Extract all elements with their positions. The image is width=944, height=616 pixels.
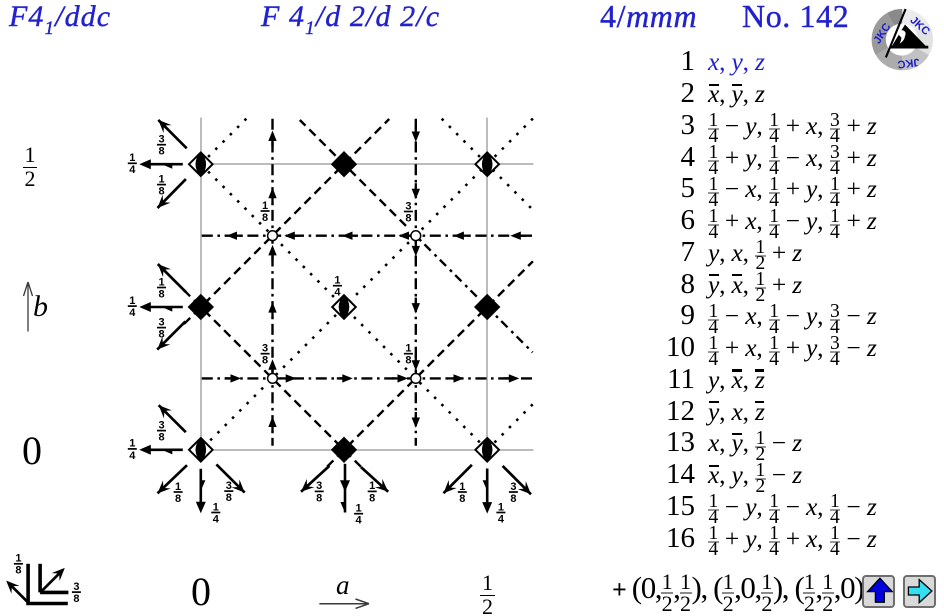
- svg-text:1: 1: [213, 501, 219, 513]
- svg-text:8: 8: [15, 565, 21, 577]
- svg-text:1: 1: [158, 276, 164, 288]
- svg-text:JKC: JKC: [897, 56, 920, 71]
- svg-text:1: 1: [175, 481, 181, 493]
- svg-text:3: 3: [316, 480, 322, 492]
- svg-text:8: 8: [226, 492, 232, 504]
- svg-text:3: 3: [158, 316, 164, 328]
- svg-text:1: 1: [262, 200, 268, 212]
- svg-text:1: 1: [15, 553, 21, 565]
- svg-text:1: 1: [129, 438, 135, 450]
- svg-text:8: 8: [369, 492, 375, 504]
- svg-text:4: 4: [129, 450, 136, 462]
- svg-text:3: 3: [73, 581, 79, 593]
- svg-text:1: 1: [356, 503, 362, 515]
- svg-text:3: 3: [158, 419, 164, 431]
- svg-text:3: 3: [405, 200, 411, 212]
- svg-text:8: 8: [158, 146, 164, 158]
- svg-text:4: 4: [213, 513, 220, 525]
- svg-text:1: 1: [129, 295, 135, 307]
- svg-text:8: 8: [175, 493, 181, 505]
- svg-text:8: 8: [158, 288, 164, 300]
- svg-text:1: 1: [369, 480, 375, 492]
- svg-text:4: 4: [498, 513, 505, 525]
- svg-text:4: 4: [334, 287, 341, 299]
- svg-text:3: 3: [158, 134, 164, 146]
- svg-text:1: 1: [405, 343, 411, 355]
- svg-text:8: 8: [158, 186, 164, 198]
- svg-text:8: 8: [158, 329, 164, 341]
- svg-text:1: 1: [459, 481, 465, 493]
- svg-text:8: 8: [158, 432, 164, 444]
- svg-text:8: 8: [405, 212, 411, 224]
- svg-text:8: 8: [405, 355, 411, 367]
- svg-text:4: 4: [129, 164, 136, 176]
- svg-text:1: 1: [334, 275, 340, 287]
- svg-text:1: 1: [498, 501, 504, 513]
- svg-text:8: 8: [459, 493, 465, 505]
- svg-text:8: 8: [510, 493, 516, 505]
- svg-text:1: 1: [129, 152, 135, 164]
- svg-text:8: 8: [262, 212, 268, 224]
- svg-text:8: 8: [73, 593, 79, 605]
- svg-text:3: 3: [262, 343, 268, 355]
- svg-text:8: 8: [316, 492, 322, 504]
- svg-text:4: 4: [356, 515, 363, 527]
- svg-text:3: 3: [510, 481, 516, 493]
- svg-text:4: 4: [129, 307, 136, 319]
- svg-text:1: 1: [158, 173, 164, 185]
- svg-text:3: 3: [226, 480, 232, 492]
- svg-text:8: 8: [262, 355, 268, 367]
